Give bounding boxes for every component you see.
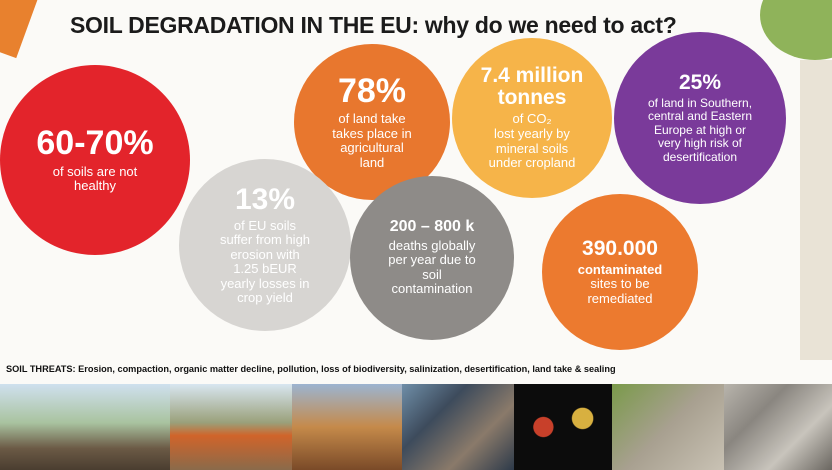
fact-headline: 25% xyxy=(679,72,721,94)
photo-roller xyxy=(170,384,292,470)
photo-landscape xyxy=(292,384,402,470)
fact-text: crop yield xyxy=(220,291,310,306)
fact-headline: 390.000 xyxy=(582,238,658,260)
fact-text: under cropland xyxy=(489,156,576,171)
fact-headline: 60-70% xyxy=(36,126,153,162)
fact-text: healthy xyxy=(53,179,138,194)
photo-mites xyxy=(514,384,612,470)
corner-decoration xyxy=(760,0,832,60)
fact-headline: 7.4 million xyxy=(481,65,584,87)
fact-headline: 78% xyxy=(338,74,406,110)
fact-text: central and Eastern xyxy=(648,110,752,123)
fact-text: of land take xyxy=(332,112,412,127)
photo-paving xyxy=(724,384,832,470)
slide: SOIL DEGRADATION IN THE EU: why do we ne… xyxy=(0,0,832,470)
fact-text: of land in Southern, xyxy=(648,97,752,110)
fact-text: remediated xyxy=(578,292,663,307)
photo-waste xyxy=(402,384,514,470)
fact-headline: 13% xyxy=(235,184,295,216)
fact-text: agricultural xyxy=(332,141,412,156)
threats-text: Erosion, compaction, organic matter decl… xyxy=(78,364,615,374)
fact-text: contamination xyxy=(388,282,475,297)
fact-headline: tonnes xyxy=(498,87,567,109)
corner-decoration xyxy=(800,60,832,360)
photo-tree xyxy=(0,384,170,470)
fact-text: mineral soils xyxy=(489,142,576,157)
fact-text: very high risk of xyxy=(648,137,752,150)
fact-text: deaths globally xyxy=(388,239,475,254)
threats-line: SOIL THREATS: Erosion, compaction, organ… xyxy=(6,364,616,374)
fact-text: takes place in xyxy=(332,127,412,142)
fact-text: sites to be xyxy=(578,277,663,292)
fact-circle: 25% of land in Southern,central and Easte… xyxy=(614,32,786,204)
threats-label: SOIL THREATS: xyxy=(6,364,76,374)
fact-text: desertification xyxy=(648,151,752,164)
fact-text: erosion with xyxy=(220,248,310,263)
fact-text: yearly losses in xyxy=(220,277,310,292)
fact-text: per year due to xyxy=(388,253,475,268)
fact-text: lost yearly by xyxy=(489,127,576,142)
fact-text: contaminated xyxy=(578,263,663,278)
photo-dry-soil xyxy=(612,384,724,470)
fact-text: land xyxy=(332,156,412,171)
fact-headline: 200 – 800 k xyxy=(390,219,475,236)
fact-text: soil xyxy=(388,268,475,283)
fact-text: of EU soils xyxy=(220,219,310,234)
fact-text: 1.25 bEUR xyxy=(220,262,310,277)
fact-text: Europe at high or xyxy=(648,124,752,137)
fact-text: suffer from high xyxy=(220,233,310,248)
fact-text: of CO₂ xyxy=(489,112,576,127)
slide-title: SOIL DEGRADATION IN THE EU: why do we ne… xyxy=(70,12,676,39)
fact-text: of soils are not xyxy=(53,165,138,180)
corner-decoration xyxy=(0,0,40,58)
